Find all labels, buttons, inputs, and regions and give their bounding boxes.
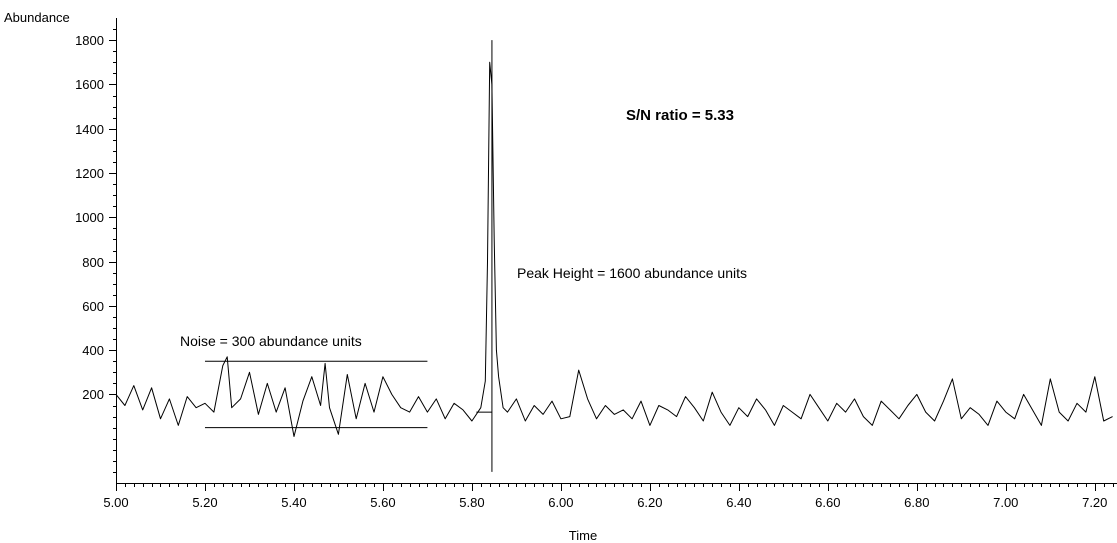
x-tick-label: 5.00 — [103, 495, 128, 510]
x-tick-label: 6.80 — [904, 495, 929, 510]
noise-annotation: Noise = 300 abundance units — [180, 333, 362, 349]
peak-height-annotation: Peak Height = 1600 abundance units — [517, 265, 747, 281]
y-tick-label: 1600 — [75, 77, 104, 92]
x-tick-label: 6.20 — [637, 495, 662, 510]
x-tick-label: 6.40 — [726, 495, 751, 510]
x-tick-label: 7.20 — [1082, 495, 1107, 510]
annotation-guides — [204, 40, 493, 472]
x-tick-label: 7.00 — [993, 495, 1018, 510]
x-tick-label: 5.20 — [192, 495, 217, 510]
signal-to-noise-annotation: S/N ratio = 5.33 — [626, 107, 734, 124]
signal-trace — [115, 61, 1113, 437]
x-tick-label: 6.60 — [815, 495, 840, 510]
y-minor-ticks — [113, 29, 116, 473]
y-tick-label: 600 — [82, 299, 104, 314]
y-major-ticks: 200 400 600 800 1000 1200 1400 1600 1800 — [75, 33, 116, 402]
axes: 200 400 600 800 1000 1200 1400 1600 1800 5.00 5.2… — [75, 18, 1117, 510]
y-tick-label: 800 — [82, 255, 104, 270]
y-tick-label: 1000 — [75, 210, 104, 225]
y-tick-label: 1200 — [75, 166, 104, 181]
x-tick-label: 6.00 — [548, 495, 573, 510]
x-tick-label: 5.40 — [281, 495, 306, 510]
x-axis-title: Time — [569, 528, 597, 543]
y-axis-title: Abundance — [4, 10, 70, 25]
y-tick-label: 200 — [82, 387, 104, 402]
y-tick-label: 1800 — [75, 33, 104, 48]
y-tick-label: 400 — [82, 343, 104, 358]
x-tick-label: 5.60 — [370, 495, 395, 510]
y-tick-label: 1400 — [75, 122, 104, 137]
x-ticks: 5.00 5.20 5.40 5.60 5.80 6.00 6.20 6.40 6.60 6.80… — [103, 483, 1114, 510]
x-tick-label: 5.80 — [459, 495, 484, 510]
